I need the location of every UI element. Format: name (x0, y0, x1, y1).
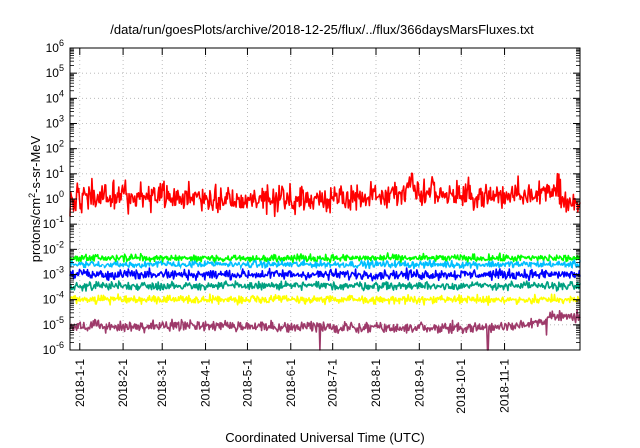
y-axis-label: protons/cm2-s-sr-MeV (27, 135, 43, 262)
series-line (69, 172, 581, 218)
y-tick-label: 102 (46, 139, 64, 156)
series-line (69, 252, 581, 264)
x-tick-label: 2018-3-1 (155, 359, 169, 407)
x-tick-label: 2018-7-1 (326, 359, 340, 407)
x-tick-label: 2018-6-1 (284, 359, 298, 407)
y-tick-label: 10-4 (43, 290, 64, 307)
series-line (69, 309, 581, 351)
x-tick-label: 2018-8-1 (369, 359, 383, 407)
x-tick-label: 2018-9-1 (412, 359, 426, 407)
series-line (69, 293, 581, 306)
y-tick-label: 100 (46, 189, 64, 206)
y-tick-label: 106 (46, 38, 64, 55)
y-axis-label-tail: -s-sr-MeV (28, 135, 43, 192)
y-axis-label-exponent: 2 (27, 193, 37, 198)
y-axis-label-main: protons/cm (28, 198, 43, 262)
chart-title: /data/run/goesPlots/archive/2018-12-25/f… (110, 22, 534, 37)
x-tick-label: 2018-4-1 (199, 359, 213, 407)
x-tick-label: 2018-1-1 (73, 359, 87, 407)
x-axis-ticks: 2018-1-1 2018-2-1 2018-3-1 2018-4-1 2018-5-1… (73, 48, 512, 414)
x-tick-label: 2018-10-1 (454, 359, 468, 414)
y-tick-label: 10-2 (43, 239, 64, 256)
y-tick-label: 105 (46, 63, 64, 80)
y-tick-label: 10-5 (43, 315, 64, 332)
series-line (69, 280, 581, 292)
series-line (69, 259, 581, 270)
y-axis-ticks: 10-6 10-5 10-4 10-3 10-2 10-1 100 101 102 103 104 1… (43, 38, 580, 357)
y-tick-label: 103 (46, 114, 64, 131)
y-tick-label: 10-6 (43, 340, 64, 357)
x-tick-label: 2018-11-1 (498, 359, 512, 413)
y-tick-label: 104 (46, 88, 64, 105)
y-tick-label: 101 (46, 164, 64, 181)
series-layer (69, 172, 581, 351)
x-tick-label: 2018-5-1 (240, 359, 254, 407)
x-axis-label: Coordinated Universal Time (UTC) (225, 430, 424, 445)
y-tick-label: 10-1 (43, 214, 64, 231)
series-line (69, 267, 581, 282)
x-tick-label: 2018-2-1 (116, 359, 130, 407)
y-tick-label: 10-3 (43, 265, 64, 282)
